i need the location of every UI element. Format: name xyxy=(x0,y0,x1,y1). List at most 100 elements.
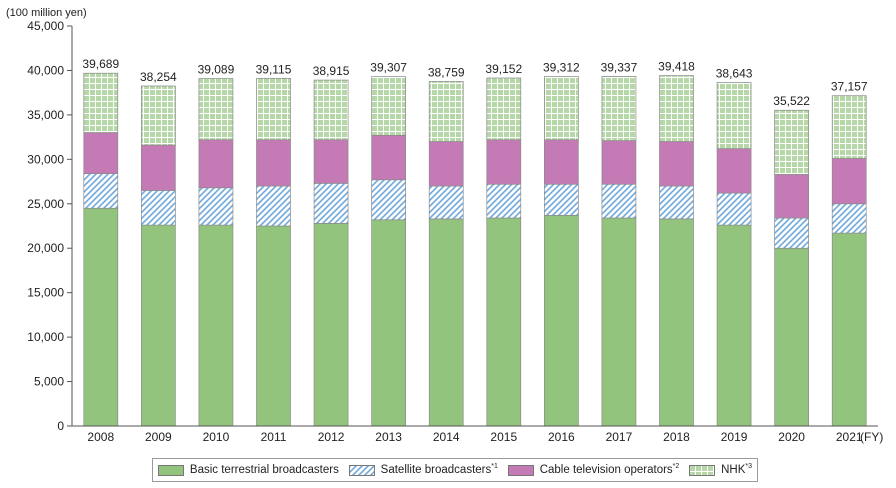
legend-label-satellite: Satellite broadcasters*1 xyxy=(380,463,498,476)
bar-segment-2014-s3 xyxy=(428,81,464,142)
legend-swatch-nhk xyxy=(689,464,716,476)
y-tick-label: 30,000 xyxy=(27,152,64,166)
bar-segment-2019-s0 xyxy=(716,224,752,427)
legend-item-nhk: NHK*3 xyxy=(689,463,753,476)
bar-segment-2012-s2 xyxy=(313,139,349,184)
x-tick-label-2021: 2021 xyxy=(836,430,863,444)
total-label-2011: 39,115 xyxy=(256,62,292,76)
x-tick-label-2020: 2020 xyxy=(778,430,805,444)
x-tick-label-2017: 2017 xyxy=(606,430,633,444)
bar-segment-2010-s2 xyxy=(198,139,234,189)
legend-label-nhk: NHK*3 xyxy=(721,463,753,476)
bar-segment-2019-s1 xyxy=(716,192,752,226)
bar-segment-2017-s1 xyxy=(601,183,637,219)
bar-segment-2011-s3 xyxy=(256,77,291,141)
legend-swatch-cable xyxy=(507,464,534,476)
bar-segment-2017-s0 xyxy=(601,217,637,427)
x-axis-unit-label: (FY) xyxy=(860,430,883,444)
bar-segment-2008-s2 xyxy=(83,132,119,174)
x-tick-label-2016: 2016 xyxy=(548,430,575,444)
bar-segment-2020-s3 xyxy=(774,109,809,175)
x-tick-label-2013: 2013 xyxy=(375,430,402,444)
legend-swatch-satellite xyxy=(348,464,375,476)
bar-segment-2021-s0 xyxy=(831,232,867,427)
legend: Basic terrestrial broadcasters Satellite… xyxy=(152,458,758,482)
stacked-bar-chart: (100 million yen) 0 5,000 10,000 15,000 20,0… xyxy=(6,7,883,444)
y-tick-label: 0 xyxy=(57,419,64,433)
y-tick-label: 40,000 xyxy=(27,63,64,77)
bar-segment-2013-s0 xyxy=(371,219,406,427)
bar-segment-2018-s0 xyxy=(659,218,694,427)
total-label-2012: 38,915 xyxy=(313,64,350,78)
total-label-2013: 39,307 xyxy=(370,61,407,75)
total-label-2009: 38,254 xyxy=(140,70,177,84)
bar-segment-2016-s1 xyxy=(544,183,579,216)
total-label-2018: 39,418 xyxy=(658,60,695,74)
x-axis: 2008 2009 2010 2011 2012 2013 2014 2015 2016 2017… xyxy=(72,425,878,444)
y-tick-label: 25,000 xyxy=(27,197,64,211)
bar-segment-2012-s3 xyxy=(313,79,349,141)
y-tick-label: 10,000 xyxy=(27,330,64,344)
y-tick-label: 15,000 xyxy=(27,286,64,300)
bar-segment-2010-s0 xyxy=(198,224,234,427)
bar-segment-2016-s0 xyxy=(544,214,579,427)
bar-segment-2016-s3 xyxy=(544,76,579,141)
bar-segment-2012-s1 xyxy=(313,182,349,224)
bar-segment-2012-s0 xyxy=(313,222,349,427)
y-axis-unit-label: (100 million yen) xyxy=(6,7,87,19)
total-labels: 39,689 38,254 39,089 39,115 38,915 39,307 38,7… xyxy=(82,57,867,108)
bar-segment-2020-s2 xyxy=(774,174,809,219)
total-label-2015: 39,152 xyxy=(485,62,522,76)
legend-note-satellite: *1 xyxy=(491,463,498,471)
bar-segment-2019-s3 xyxy=(716,82,752,150)
y-axis: 0 5,000 10,000 15,000 20,000 25,000 30,000 35,0… xyxy=(27,19,73,433)
bar-segment-2014-s1 xyxy=(428,185,464,220)
bar-segment-2018-s3 xyxy=(659,75,694,142)
bar-segment-2010-s1 xyxy=(198,187,234,226)
bar-segment-2008-s0 xyxy=(83,207,119,427)
bar-segment-2017-s2 xyxy=(601,140,637,185)
bar-segment-2011-s2 xyxy=(256,139,291,187)
x-tick-label-2019: 2019 xyxy=(721,430,748,444)
x-tick-label-2012: 2012 xyxy=(318,430,345,444)
bar-segment-2016-s2 xyxy=(544,139,579,185)
total-label-2016: 39,312 xyxy=(543,61,580,75)
bar-segment-2011-s1 xyxy=(256,185,291,227)
bar-segment-2017-s3 xyxy=(601,75,637,142)
bar-segment-2018-s2 xyxy=(659,141,694,187)
bar-segment-2013-s2 xyxy=(371,134,406,181)
bar-segment-2019-s2 xyxy=(716,148,752,194)
x-tick-label-2011: 2011 xyxy=(261,430,287,444)
x-tick-label-2009: 2009 xyxy=(145,430,172,444)
total-label-2021: 37,157 xyxy=(831,80,868,94)
bar-segment-2009-s1 xyxy=(141,190,176,226)
legend-swatch-basic-terrestrial xyxy=(157,464,184,476)
x-tick-label-2014: 2014 xyxy=(433,430,460,444)
legend-item-cable: Cable television operators*2 xyxy=(507,463,680,476)
bar-segment-2010-s3 xyxy=(198,78,234,141)
bars xyxy=(83,72,867,427)
x-tick-label-2008: 2008 xyxy=(87,430,114,444)
y-tick-label: 20,000 xyxy=(27,241,64,255)
total-label-2020: 35,522 xyxy=(773,94,810,108)
legend-note-cable: *2 xyxy=(672,463,680,471)
bar-segment-2015-s1 xyxy=(486,183,522,219)
bar-segment-2015-s3 xyxy=(486,77,522,141)
y-tick-label: 5,000 xyxy=(34,375,64,389)
bar-segment-2014-s0 xyxy=(428,218,464,427)
total-label-2019: 38,643 xyxy=(716,67,753,81)
legend-note-nhk: *3 xyxy=(745,463,753,471)
legend-item-satellite: Satellite broadcasters*1 xyxy=(348,463,498,476)
y-tick-label: 45,000 xyxy=(27,19,64,33)
x-tick-label-2015: 2015 xyxy=(490,430,517,444)
bar-segment-2009-s3 xyxy=(141,85,176,146)
bar-segment-2021-s2 xyxy=(831,158,867,205)
bar-segment-2015-s0 xyxy=(486,217,522,427)
legend-item-basic-terrestrial: Basic terrestrial broadcasters xyxy=(157,464,339,476)
bar-segment-2020-s0 xyxy=(774,247,809,427)
y-tick-label: 35,000 xyxy=(27,108,64,122)
x-tick-label-2010: 2010 xyxy=(203,430,230,444)
bar-segment-2008-s3 xyxy=(83,72,119,134)
total-label-2008: 39,689 xyxy=(82,57,119,71)
total-label-2014: 38,759 xyxy=(428,65,465,79)
